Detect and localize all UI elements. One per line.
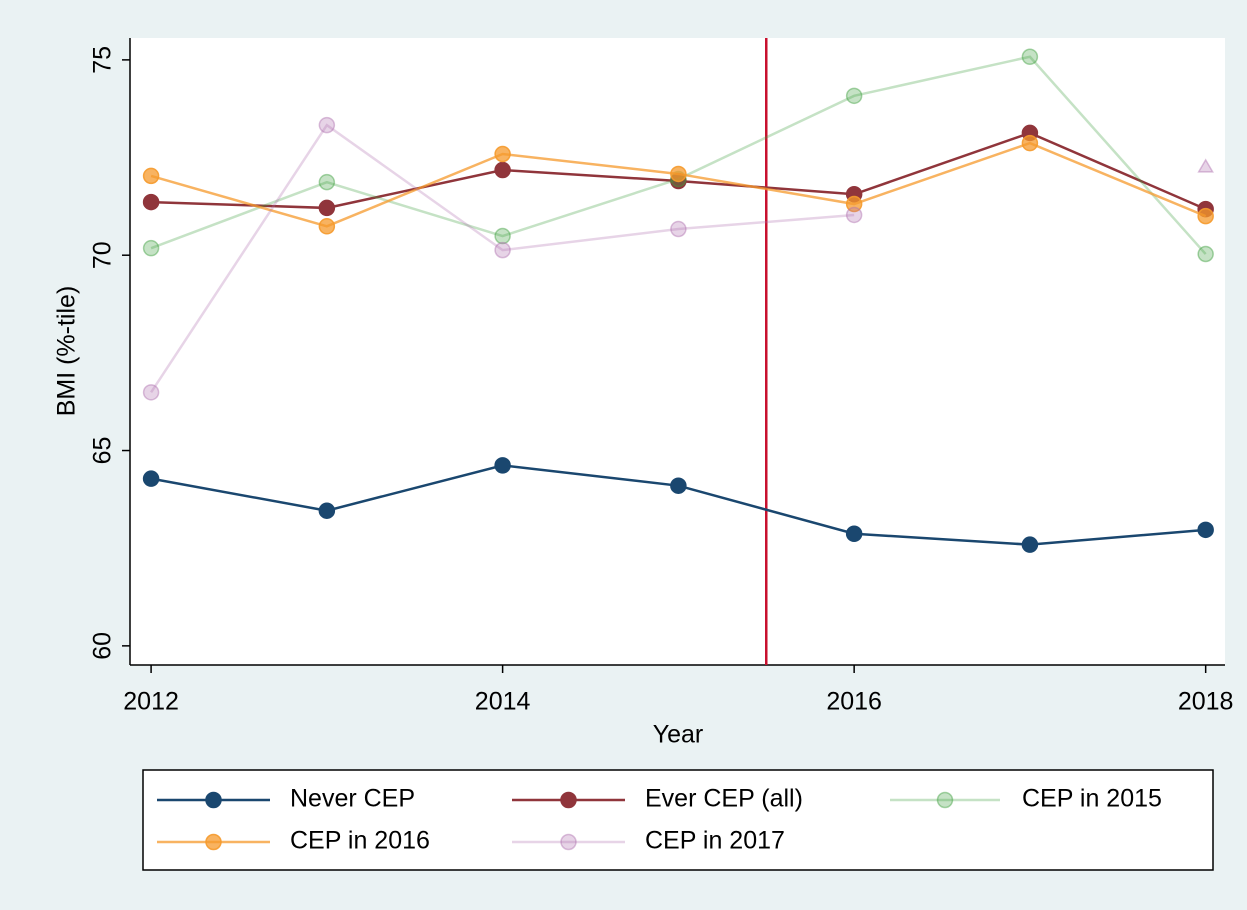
legend-marker	[205, 833, 222, 851]
point	[845, 525, 863, 542]
point	[142, 470, 160, 487]
legend-marker	[205, 791, 222, 809]
point	[318, 116, 336, 134]
legend-label: Never CEP	[290, 785, 415, 813]
series-line	[150, 123, 855, 394]
point	[142, 384, 160, 401]
x-tick-label: 2012	[123, 688, 179, 716]
point	[142, 167, 160, 185]
point	[494, 227, 511, 245]
point	[494, 457, 511, 474]
point	[1197, 245, 1214, 263]
x-tick-label: 2018	[1178, 688, 1234, 716]
point	[318, 173, 336, 191]
point	[670, 165, 687, 183]
x-tick-label: 2016	[826, 688, 882, 716]
point	[845, 206, 863, 224]
legend-label: CEP in 2015	[1022, 785, 1162, 813]
point	[1197, 521, 1214, 539]
point	[318, 199, 336, 217]
point	[670, 220, 687, 238]
point	[142, 193, 160, 211]
point	[494, 145, 511, 163]
point	[1021, 134, 1039, 152]
point	[494, 161, 511, 179]
point	[1197, 158, 1214, 173]
point	[845, 87, 863, 105]
y-axis-title: BMI (%-tile)	[53, 286, 81, 417]
legend-marker	[936, 791, 954, 809]
legend-label: CEP in 2016	[290, 827, 430, 855]
plot-area	[130, 38, 1225, 665]
y-tick-label: 75	[89, 46, 117, 74]
point	[1021, 536, 1039, 553]
x-axis-title: Year	[653, 721, 704, 749]
y-tick-label: 65	[89, 437, 117, 465]
point	[845, 195, 863, 213]
y-tick-label: 70	[89, 241, 117, 269]
legend	[142, 769, 1214, 871]
legend-marker	[560, 833, 577, 851]
y-tick-label: 60	[89, 632, 117, 660]
legend-marker	[560, 791, 577, 809]
x-tick-label: 2014	[475, 688, 531, 716]
point	[670, 477, 687, 494]
point	[1197, 207, 1214, 225]
point	[318, 502, 336, 519]
legend-label: CEP in 2017	[645, 827, 785, 855]
point	[142, 239, 160, 257]
legend-label: Ever CEP (all)	[645, 785, 803, 813]
point	[1021, 48, 1039, 66]
point	[318, 218, 336, 235]
point	[494, 241, 511, 259]
